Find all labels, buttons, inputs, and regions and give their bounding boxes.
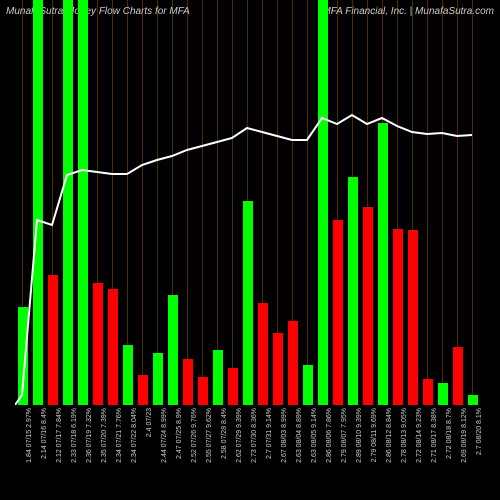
x-axis-label: 2.67 08/03 8.99%: [281, 408, 288, 498]
volume-bar: [108, 289, 118, 405]
gridline: [187, 0, 188, 405]
x-axis-label: 1.84 07/15 2.97%: [26, 408, 33, 498]
x-axis-label: 2.58 07/28 8.4%: [221, 408, 228, 498]
x-axis-label: 2.14 07/16 8.4%: [41, 408, 48, 498]
gridline: [157, 0, 158, 405]
volume-bar: [138, 375, 148, 405]
x-axis-label: 2.7 07/31 9.14%: [266, 408, 273, 498]
volume-bar: [48, 275, 58, 405]
x-axis-label: 2.63 08/05 9.14%: [311, 408, 318, 498]
volume-bar: [123, 345, 133, 405]
x-axis-labels: 1.84 07/15 2.97% 2.14 07/16 8.4% 2.12 07/1…: [15, 408, 485, 498]
x-axis-label: 2.34 07/22 8.04%: [131, 408, 138, 498]
volume-bar: [183, 359, 193, 405]
gridline: [442, 0, 443, 405]
x-axis-label: 2.35 07/20 7.39%: [101, 408, 108, 498]
volume-bar: [363, 207, 373, 405]
x-axis-label: 2.55 07/27 9.62%: [206, 408, 213, 498]
chart-area: [15, 0, 485, 405]
volume-bar: [348, 177, 358, 405]
x-axis-label: 2.52 07/26 9.76%: [191, 408, 198, 498]
gridline: [457, 0, 458, 405]
volume-bar: [33, 0, 43, 405]
x-axis-label: 2.89 08/10 9.39%: [356, 408, 363, 498]
volume-bar: [333, 220, 343, 405]
x-axis-label: 2.4 07/23: [146, 408, 153, 498]
volume-bar: [468, 395, 478, 405]
volume-bar: [93, 283, 103, 405]
volume-bar: [423, 379, 433, 405]
x-axis-label: 2.79 08/07 7.95%: [341, 408, 348, 498]
gridline: [142, 0, 143, 405]
x-axis-label: 2.69 08/19 8.12%: [461, 408, 468, 498]
volume-bar: [78, 0, 88, 405]
x-axis-label: 2.36 07/19 7.32%: [86, 408, 93, 498]
volume-bar: [168, 295, 178, 405]
volume-bar: [213, 350, 223, 405]
x-axis-label: 2.7 08/20 8.1%: [476, 408, 483, 498]
volume-bar: [438, 383, 448, 405]
gridline: [202, 0, 203, 405]
x-axis-label: 2.79 08/11 9.69%: [371, 408, 378, 498]
x-axis-label: 2.12 07/17 7.84%: [56, 408, 63, 498]
x-axis-label: 2.73 07/30 8.36%: [251, 408, 258, 498]
x-axis-label: 2.34 07/21 7.76%: [116, 408, 123, 498]
volume-bar: [393, 229, 403, 405]
x-axis-label: 2.44 07/24 8.99%: [161, 408, 168, 498]
x-axis-label: 2.72 08/18 8.7%: [446, 408, 453, 498]
volume-bar: [63, 0, 73, 405]
volume-bar: [288, 321, 298, 405]
volume-bar: [273, 333, 283, 405]
gridline: [217, 0, 218, 405]
x-axis-label: 2.63 08/04 8.89%: [296, 408, 303, 498]
gridline: [472, 0, 473, 405]
x-axis-label: 2.78 08/13 9.05%: [401, 408, 408, 498]
gridline: [232, 0, 233, 405]
x-axis-label: 2.71 08/17 8.38%: [431, 408, 438, 498]
x-axis-label: 2.33 07/18 6.19%: [71, 408, 78, 498]
volume-bar: [228, 368, 238, 405]
volume-bar: [408, 230, 418, 405]
gridline: [427, 0, 428, 405]
chart-container: MunafaSutra Money Flow Charts for MFA MF…: [0, 0, 500, 500]
volume-bar: [303, 365, 313, 405]
volume-bar: [453, 347, 463, 405]
volume-bar: [18, 307, 28, 405]
volume-bar: [198, 377, 208, 405]
volume-bar: [258, 303, 268, 405]
volume-bar: [243, 201, 253, 405]
x-axis-label: 2.72 08/14 9.23%: [416, 408, 423, 498]
volume-bar: [318, 0, 328, 405]
x-axis-label: 2.86 08/12 8.84%: [386, 408, 393, 498]
gridline: [307, 0, 308, 405]
volume-bar: [153, 353, 163, 405]
x-axis-label: 2.86 08/06 7.86%: [326, 408, 333, 498]
x-axis-label: 2.47 07/25 8.9%: [176, 408, 183, 498]
volume-bar: [378, 123, 388, 405]
x-axis-label: 2.62 07/29 9.39%: [236, 408, 243, 498]
